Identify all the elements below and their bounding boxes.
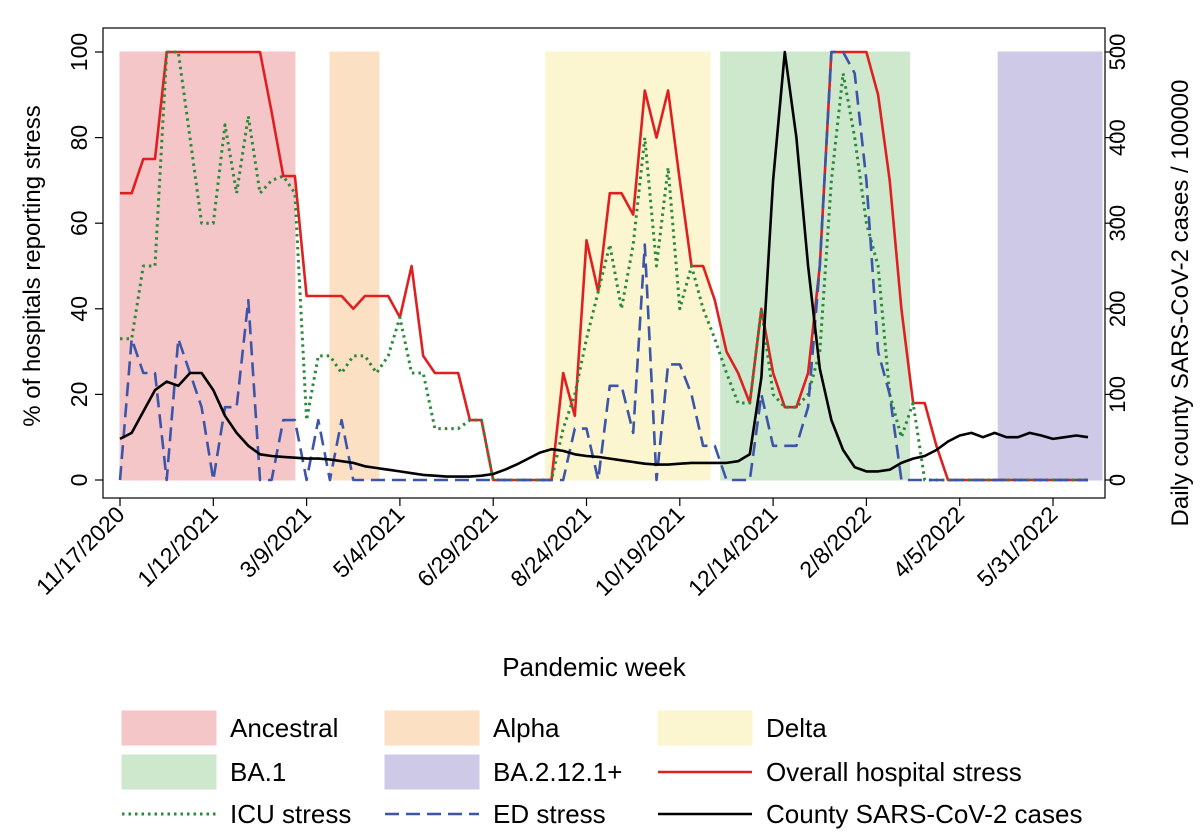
- series-lines: [118, 50, 1089, 482]
- legend-item-ba-2-12-1: BA.2.12.1+: [384, 754, 622, 790]
- legend-label: County SARS-CoV-2 cases: [766, 799, 1082, 829]
- legend-swatch: [121, 754, 217, 790]
- legend-item-delta: Delta: [657, 710, 827, 746]
- y-axis-label: % of hospitals reporting stress: [19, 105, 46, 426]
- y-tick-label: 20: [66, 382, 92, 408]
- legend-item-icu-stress: ICU stress: [122, 799, 351, 829]
- legend-label: Alpha: [493, 713, 560, 743]
- y2-tick-label: 500: [1105, 34, 1130, 71]
- y-tick-label: 80: [66, 125, 92, 151]
- series-line-county-sars-cov-2-cases: [119, 50, 1089, 478]
- y2-tick-label: 300: [1105, 205, 1130, 242]
- y2-tick-label: 0: [1105, 474, 1130, 486]
- legend-swatch: [384, 754, 480, 790]
- legend-label: BA.1: [230, 757, 286, 787]
- legend-label: ED stress: [493, 799, 606, 829]
- legend-swatch: [121, 710, 217, 746]
- legend: Ancestral Alpha Delta BA.1 BA.2.12.1+ Overall…: [121, 710, 1082, 829]
- legend-item-ancestral: Ancestral: [121, 710, 338, 746]
- legend-label: ICU stress: [230, 799, 351, 829]
- legend-label: Ancestral: [230, 713, 338, 743]
- x-axis-label: Pandemic week: [502, 652, 687, 682]
- legend-label: BA.2.12.1+: [493, 757, 622, 787]
- y-tick-label: 0: [66, 474, 92, 487]
- series-line-ed-stress: [118, 50, 1088, 482]
- y2-axis-label: Daily county SARS-CoV-2 cases / 100000: [1167, 80, 1194, 527]
- variant-band-alpha: [329, 51, 380, 481]
- legend-item-alpha: Alpha: [384, 710, 560, 746]
- legend-item-ba-1: BA.1: [121, 754, 286, 790]
- legend-item-county-sars-cov-2-cases: County SARS-CoV-2 cases: [658, 799, 1082, 829]
- y-tick-label: 40: [66, 296, 92, 322]
- variant-band-ba-2-12-1: [997, 51, 1103, 481]
- legend-item-overall-hospital-stress: Overall hospital stress: [658, 757, 1022, 787]
- legend-item-ed-stress: ED stress: [385, 799, 606, 829]
- series-line-overall-hospital-stress: [120, 50, 1088, 482]
- y-tick-label: 100: [66, 33, 92, 71]
- series-line-icu-stress: [120, 50, 1088, 482]
- y2-tick-label: 400: [1105, 119, 1130, 156]
- y-tick-label: 60: [66, 210, 92, 236]
- legend-swatch: [657, 710, 753, 746]
- legend-label: Overall hospital stress: [766, 757, 1022, 787]
- y2-tick-label: 100: [1105, 376, 1130, 413]
- variant-band-ancestral: [119, 51, 296, 481]
- y2-tick-label: 200: [1105, 290, 1130, 327]
- legend-swatch: [384, 710, 480, 746]
- plot-frame: [102, 27, 1106, 499]
- legend-label: Delta: [766, 713, 827, 743]
